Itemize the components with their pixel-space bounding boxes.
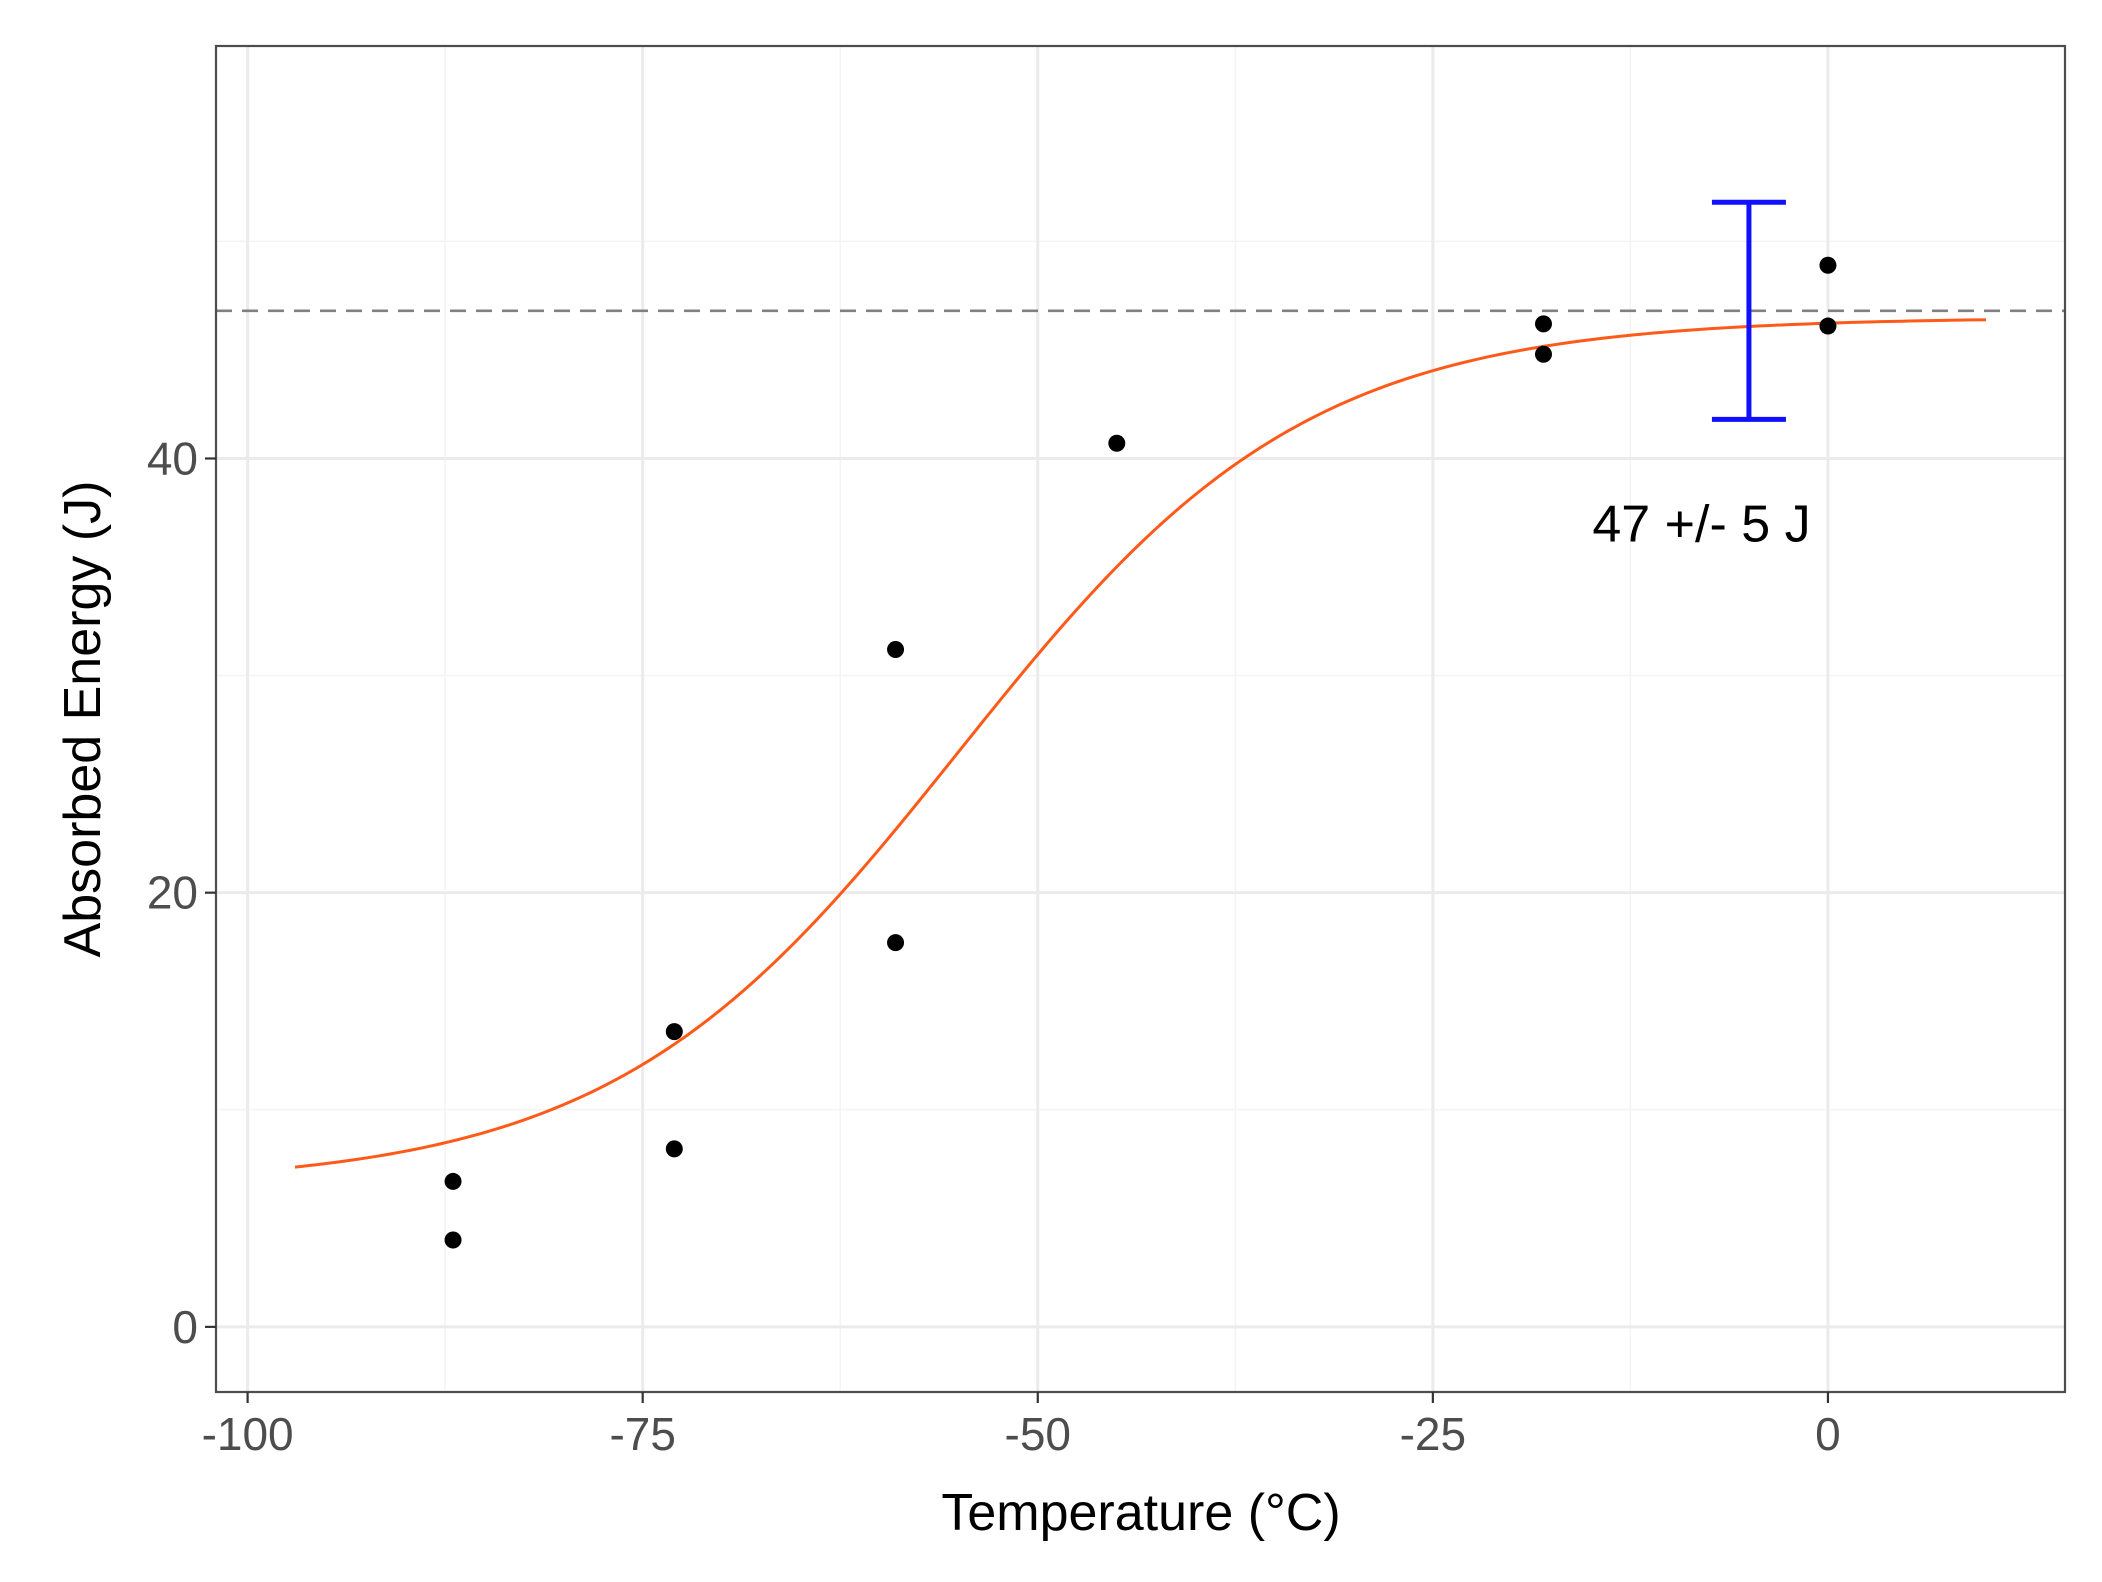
annotations: 47 +/- 5 J [1592,496,1810,554]
x-tick-label: 0 [1815,1408,1841,1460]
panel-border [214,44,2067,1394]
x-tick-label: -100 [202,1408,294,1460]
data-point [1108,434,1126,452]
data-point [1534,315,1552,333]
data-point [665,1023,683,1041]
y-axis-ticks: 0 20 40 [147,432,216,1353]
data-point [1534,345,1552,363]
data-points [444,256,1837,1249]
error-bar-group [1711,199,1786,422]
x-tick-label: -75 [609,1408,675,1460]
data-point [887,641,905,659]
x-axis-title: Temperature (°C) [941,1484,1340,1542]
y-axis-title: Absorbed Energy (J) [54,481,112,958]
y-tick-label: 40 [147,432,198,484]
x-axis-ticks: -100 -75 -50 -25 0 [202,1392,1841,1460]
data-point [665,1140,683,1158]
data-point [444,1231,462,1249]
data-point [1819,317,1837,335]
data-point [444,1172,462,1190]
x-tick-label: -50 [1005,1408,1071,1460]
y-tick-label: 20 [147,867,198,919]
data-point [1819,256,1837,274]
error-bar-annotation: 47 +/- 5 J [1592,496,1810,554]
data-point [887,934,905,952]
fit-curve [294,318,1987,1169]
y-tick-label: 0 [172,1301,198,1353]
x-tick-label: -25 [1400,1408,1466,1460]
fit-curve-group [294,318,1987,1169]
